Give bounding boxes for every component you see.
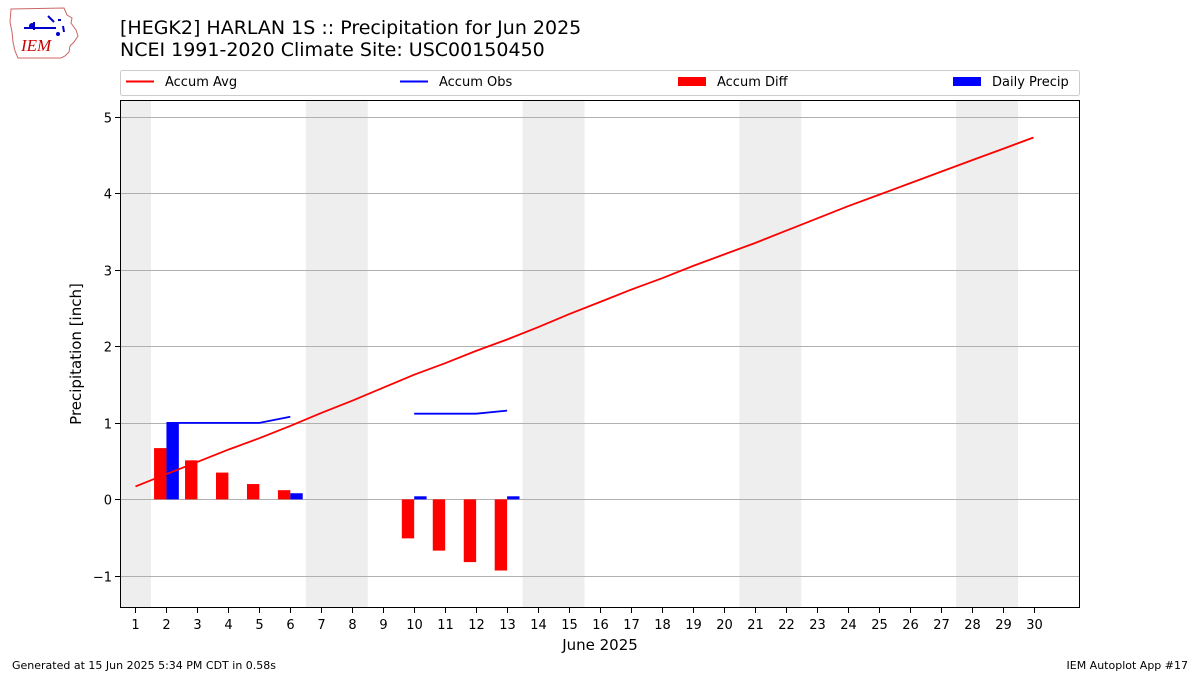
accum-diff-bar	[216, 472, 229, 500]
y-tick-label: 2	[104, 341, 112, 356]
x-tick-label: 27	[933, 618, 950, 633]
weekend-band	[120, 100, 151, 608]
y-tick-label: 1	[104, 418, 112, 433]
x-tick-label: 19	[685, 618, 702, 633]
weekend-band	[956, 100, 1019, 608]
x-tick-label: 30	[1026, 618, 1043, 633]
x-tick-label: 10	[406, 618, 423, 633]
footer-app: IEM Autoplot App #17	[1066, 659, 1189, 672]
legend-box	[120, 70, 1080, 96]
x-tick-label: 17	[623, 618, 640, 633]
x-tick-label: 12	[468, 618, 485, 633]
x-tick-label: 26	[902, 618, 919, 633]
x-tick-label: 7	[317, 618, 325, 633]
accum-diff-bar	[401, 499, 415, 539]
x-tick-label: 25	[871, 618, 888, 633]
x-tick-label: 1	[131, 618, 139, 633]
daily-precip-bar	[290, 493, 303, 500]
x-tick-label: 24	[840, 618, 857, 633]
plot-frame	[120, 100, 1080, 608]
x-tick-label: 2	[162, 618, 170, 633]
x-tick-label: 3	[193, 618, 201, 633]
x-tick-label: 21	[747, 618, 764, 633]
x-tick-label: 6	[286, 618, 294, 633]
legend-daily-precip-swatch	[953, 77, 981, 86]
legend-daily-precip-label: Daily Precip	[992, 75, 1069, 90]
x-tick-label: 4	[224, 618, 232, 633]
y-tick-label: −1	[93, 571, 112, 586]
accum-avg-line	[135, 136, 1034, 488]
x-tick-label: 5	[255, 618, 263, 633]
iem-logo: IEM	[9, 7, 79, 59]
x-tick-label: 16	[592, 618, 609, 633]
y-tick-label: 4	[104, 188, 112, 203]
accum-diff-bar	[154, 448, 167, 500]
y-tick-label: 5	[104, 112, 112, 127]
weekend-band	[522, 100, 585, 608]
accum-diff-bar	[463, 499, 477, 563]
logo-text: IEM	[20, 36, 52, 55]
x-tick-label: 22	[778, 618, 795, 633]
weekend-band	[305, 100, 368, 608]
accum-diff-bar	[494, 499, 508, 571]
chart-title: [HEGK2] HARLAN 1S :: Precipitation for J…	[120, 17, 582, 39]
footer-generated: Generated at 15 Jun 2025 5:34 PM CDT in …	[12, 659, 277, 672]
legend-accum-obs-label: Accum Obs	[439, 75, 512, 90]
accum-obs-line	[414, 409, 508, 415]
x-tick-label: 28	[964, 618, 981, 633]
accum-diff-bar	[185, 460, 198, 500]
legend-accum-diff-label: Accum Diff	[717, 75, 789, 90]
daily-precip-bar	[414, 496, 427, 500]
x-tick-label: 20	[716, 618, 733, 633]
x-tick-label: 23	[809, 618, 826, 633]
x-tick-label: 13	[499, 618, 516, 633]
daily-precip-bar	[166, 422, 179, 500]
x-axis-label: June 2025	[561, 636, 638, 654]
x-tick-label: 15	[561, 618, 578, 633]
accum-obs-line	[166, 415, 291, 424]
x-tick-label: 9	[379, 618, 387, 633]
x-tick-label: 14	[530, 618, 547, 633]
accum-diff-bar	[246, 484, 260, 500]
daily-precip-bar	[507, 496, 520, 500]
chart-subtitle: NCEI 1991-2020 Climate Site: USC00150450	[120, 39, 545, 61]
x-tick-label: 29	[995, 618, 1012, 633]
weekend-band	[739, 100, 802, 608]
x-tick-label: 8	[348, 618, 356, 633]
y-axis-label: Precipitation [inch]	[67, 283, 85, 425]
y-tick-label: 0	[104, 494, 112, 509]
iowa-outline	[9, 7, 79, 59]
x-tick-label: 18	[654, 618, 671, 633]
accum-diff-bar	[432, 499, 446, 551]
legend-accum-diff-swatch	[678, 77, 706, 86]
accum-diff-bar	[277, 490, 291, 500]
legend-accum-avg-label: Accum Avg	[165, 75, 237, 90]
x-tick-label: 11	[437, 618, 454, 633]
y-tick-label: 3	[104, 265, 112, 280]
